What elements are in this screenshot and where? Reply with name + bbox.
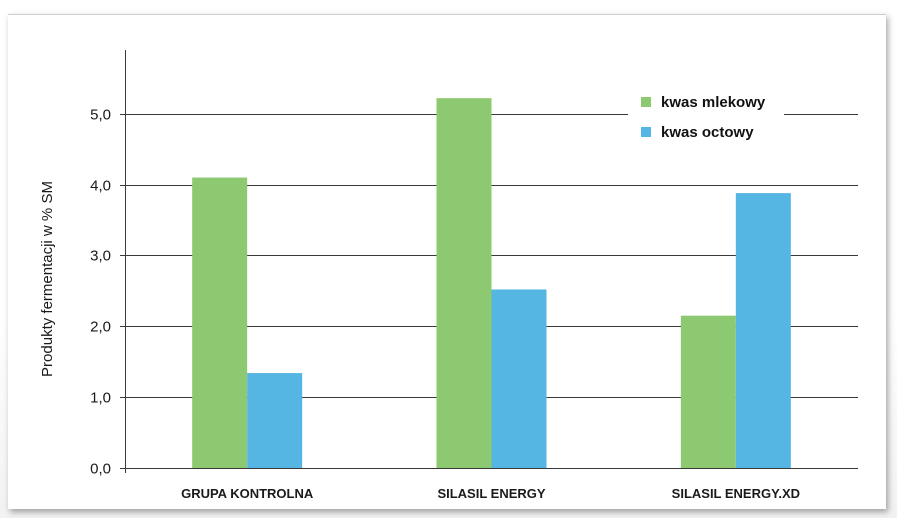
bar [247, 373, 303, 468]
legend: kwas mlekowy kwas octowy [628, 88, 784, 156]
y-tick-label: 5,0 [90, 107, 111, 124]
x-category-label: SILASIL ENERGY.XD [672, 486, 800, 501]
legend-swatch [641, 127, 651, 137]
bar [192, 177, 248, 468]
y-tick-label: 3,0 [90, 248, 111, 265]
legend-label: kwas octowy [661, 124, 754, 141]
y-tick-label: 1,0 [90, 390, 111, 407]
y-tick-label: 4,0 [90, 178, 111, 195]
bar [436, 98, 492, 468]
x-category-label: SILASIL ENERGY [437, 486, 545, 501]
x-category-label: GRUPA KONTROLNA [181, 486, 314, 501]
bar [680, 315, 736, 468]
legend-swatch [641, 97, 651, 107]
labels: Produkty fermentacji w % SM 0,0 1,0 2,0 3,0… [39, 107, 800, 502]
axes [120, 50, 858, 473]
legend-box [628, 88, 784, 156]
y-tick-label: 0,0 [90, 461, 111, 478]
bar [491, 289, 547, 468]
bars [192, 98, 791, 468]
y-axis-title: Produkty fermentacji w % SM [39, 181, 56, 377]
bar [735, 193, 791, 468]
y-tick-label: 2,0 [90, 319, 111, 336]
legend-label: kwas mlekowy [661, 94, 766, 111]
